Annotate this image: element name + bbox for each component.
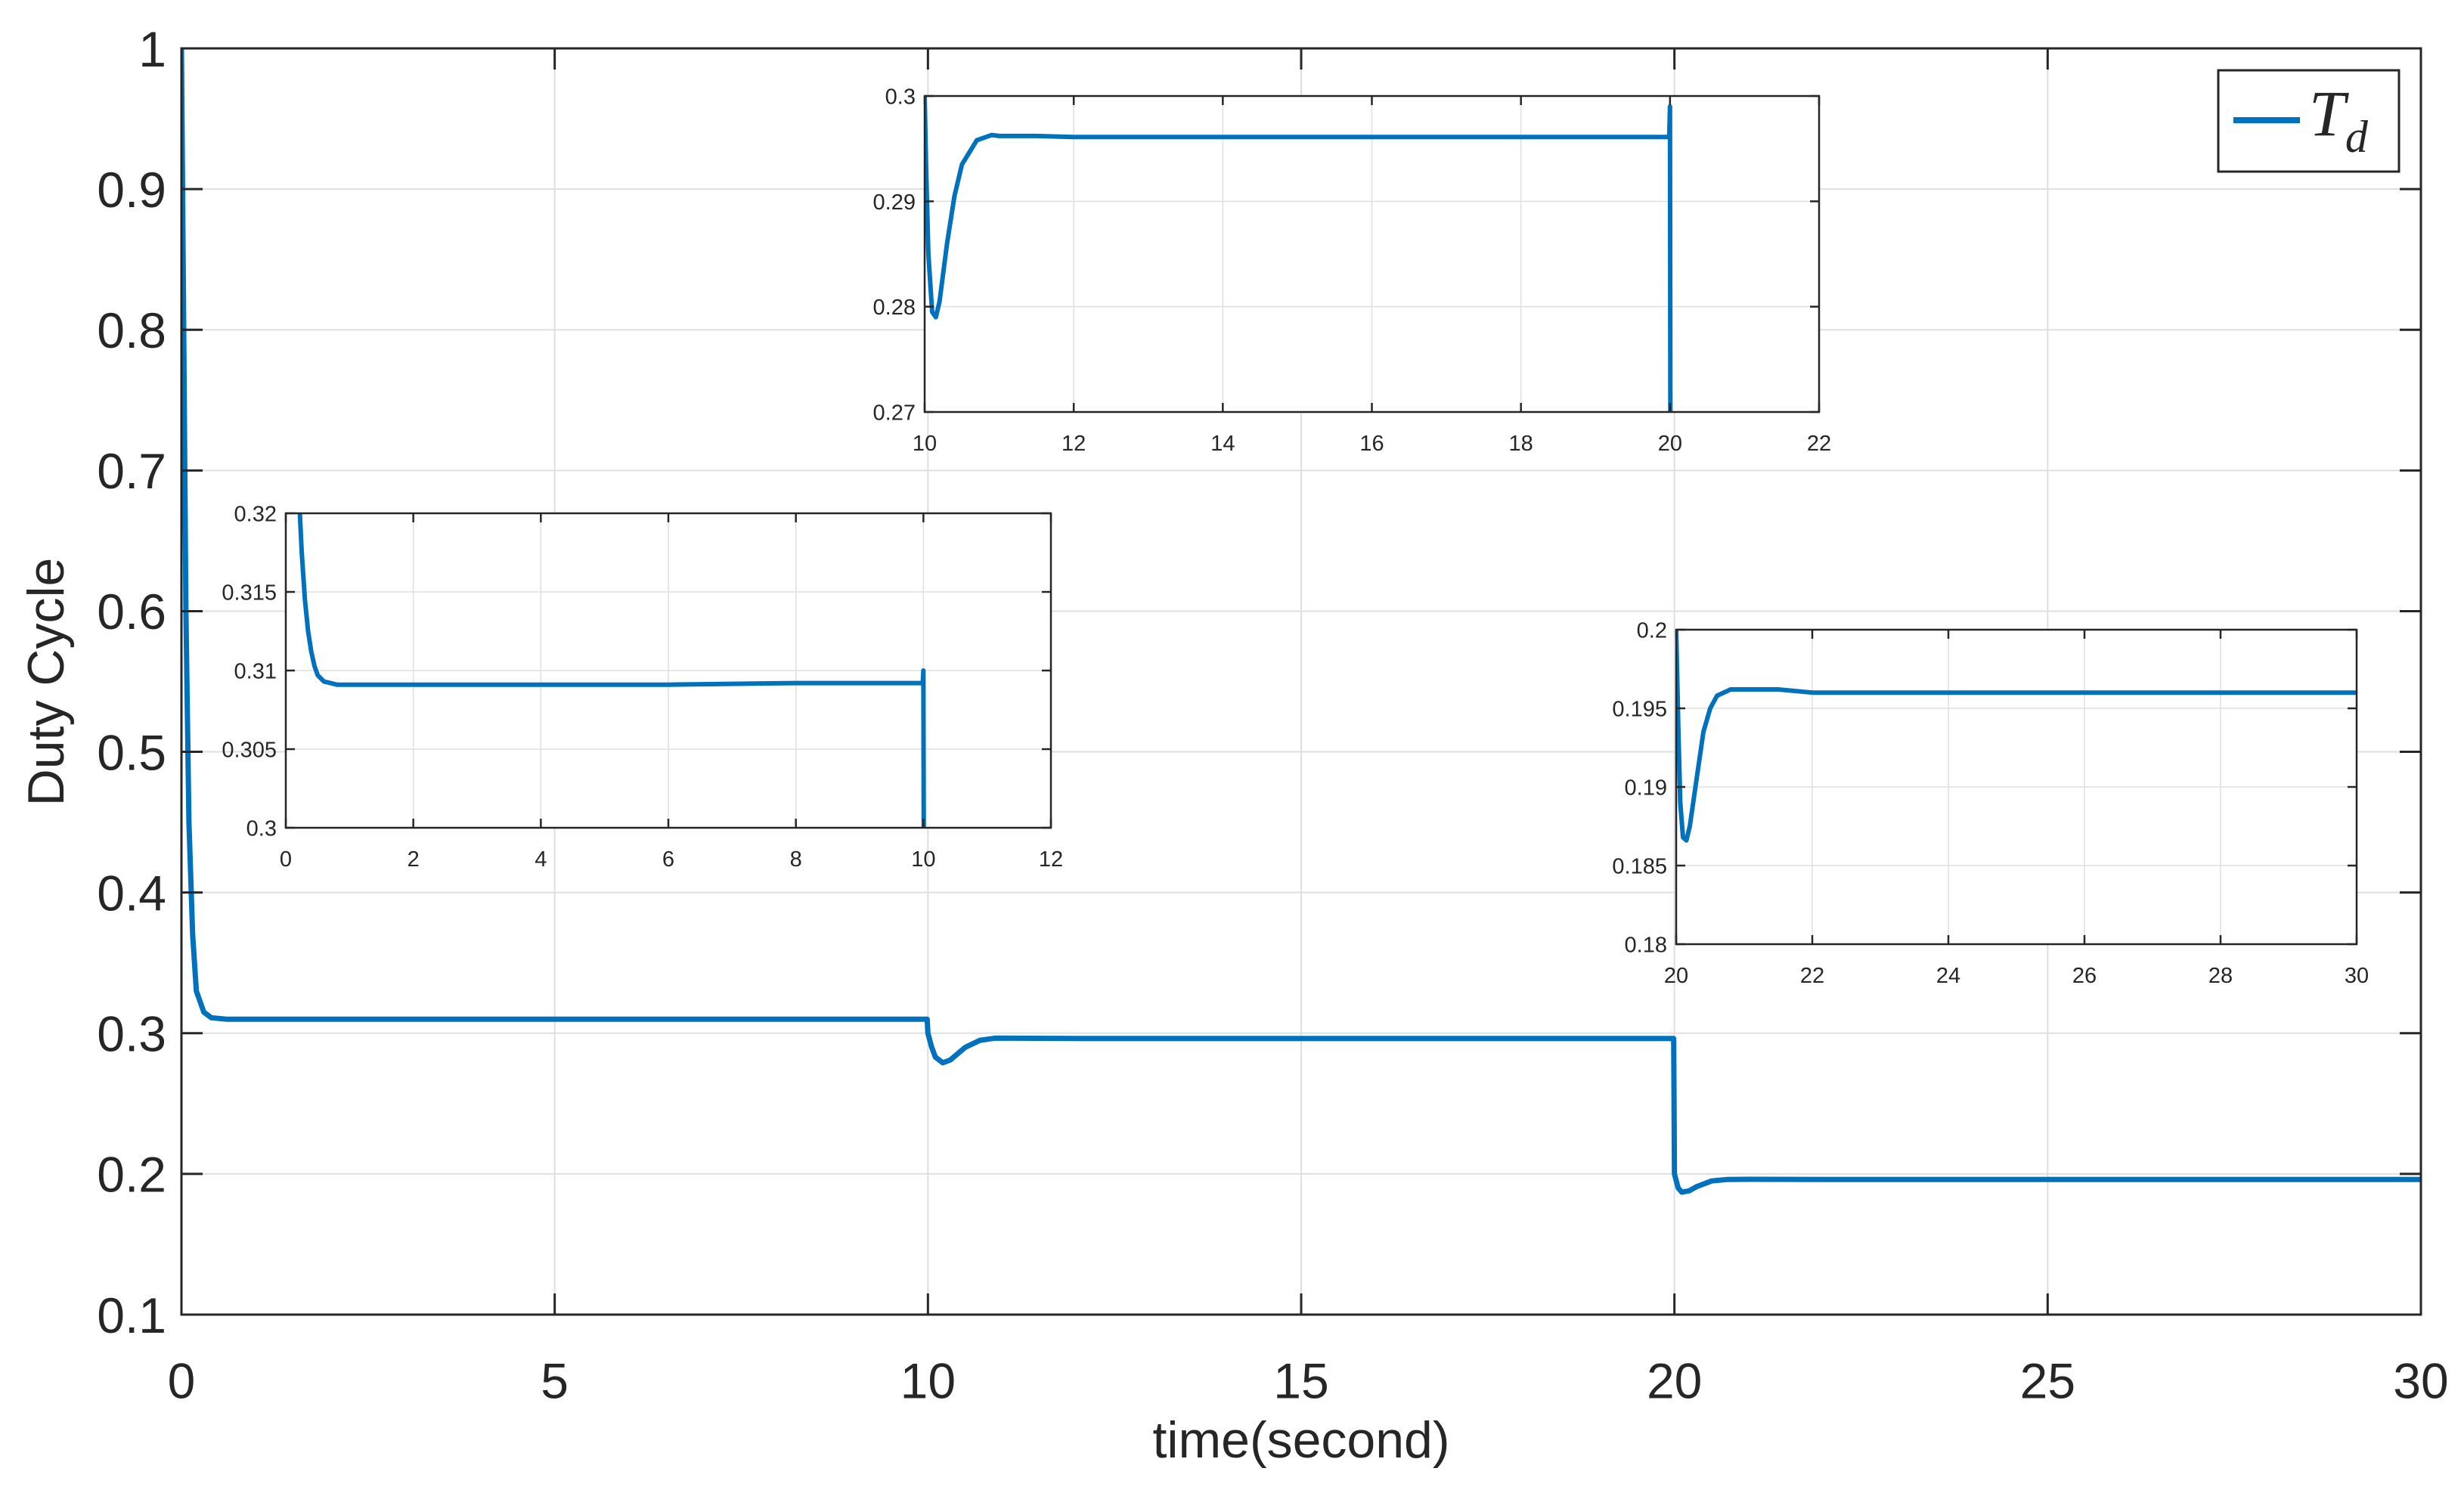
main-y-tick-label: 0.6 bbox=[97, 584, 166, 640]
main-y-tick-label: 0.9 bbox=[97, 162, 166, 218]
inset-right-y-tick-label: 0.185 bbox=[1612, 854, 1667, 878]
inset-left-x-tick-label: 4 bbox=[535, 847, 547, 872]
inset-left-x-tick-label: 6 bbox=[662, 847, 674, 872]
inset-left-y-tick-label: 0.305 bbox=[222, 738, 277, 762]
inset-top-y-tick-label: 0.27 bbox=[873, 401, 916, 425]
inset-top-series-line bbox=[925, 96, 1673, 412]
inset-left-lines bbox=[297, 513, 926, 828]
inset-left-x-tick-label: 10 bbox=[911, 847, 935, 872]
inset-top-x-tick-label: 20 bbox=[1658, 432, 1682, 456]
inset-right-y-tick-label: 0.195 bbox=[1612, 697, 1667, 721]
inset-right-ticks bbox=[1675, 628, 2358, 946]
inset-right-x-tick-label: 30 bbox=[2345, 964, 2369, 988]
inset-left-y-tick-label: 0.32 bbox=[234, 502, 277, 526]
inset-top-x-tick-label: 16 bbox=[1359, 432, 1384, 456]
inset-left-y-tick-label: 0.31 bbox=[234, 659, 277, 683]
inset-top-x-tick-label: 22 bbox=[1807, 432, 1831, 456]
inset-right-series-line bbox=[1676, 630, 2357, 843]
inset-top-x-tick-label: 12 bbox=[1062, 432, 1086, 456]
main-y-tick-label: 0.2 bbox=[97, 1147, 166, 1203]
y-axis-label: Duty Cycle bbox=[17, 558, 75, 807]
inset-right-x-tick-label: 28 bbox=[2208, 964, 2233, 988]
legend: Td bbox=[2217, 69, 2400, 173]
inset-top-ticks bbox=[923, 94, 1821, 414]
x-axis-label: time(second) bbox=[1152, 1411, 1449, 1469]
main-y-tick-label: 0.5 bbox=[97, 724, 166, 780]
inset-top-x-tick-label: 18 bbox=[1509, 432, 1533, 456]
inset-top-lines bbox=[925, 96, 1673, 412]
inset-left-tick-labels: 0 2 4 6 8 10 12 0.3 0.305 0.31 0.315 0.32 bbox=[222, 502, 1063, 872]
legend-subscript: d bbox=[2345, 112, 2369, 162]
inset-right-x-tick-label: 24 bbox=[1936, 964, 1960, 988]
inset-top-chart: 10 12 14 16 18 20 22 0.27 0.28 0.29 0.3 bbox=[873, 85, 1832, 456]
main-y-tick-label: 0.8 bbox=[97, 302, 166, 358]
main-x-tick-label: 0 bbox=[168, 1352, 196, 1408]
inset-right-tick-labels: 20 22 24 26 28 30 0.18 0.185 0.19 0.195 0.2 bbox=[1612, 618, 2369, 988]
inset-right-y-tick-label: 0.18 bbox=[1625, 933, 1667, 957]
inset-right-x-tick-label: 20 bbox=[1664, 964, 1688, 988]
main-x-tick-label: 20 bbox=[1647, 1352, 1702, 1408]
inset-left-series-line bbox=[297, 513, 926, 828]
main-y-tick-label: 0.3 bbox=[97, 1006, 166, 1062]
inset-left-chart: 0 2 4 6 8 10 12 0.3 0.305 0.31 0.315 0.32 bbox=[222, 502, 1063, 872]
inset-left-x-tick-label: 12 bbox=[1039, 847, 1063, 872]
legend-symbol: T bbox=[2309, 77, 2349, 150]
inset-left-x-tick-label: 0 bbox=[280, 847, 292, 872]
main-series-line bbox=[181, 48, 2421, 1195]
main-x-tick-label: 25 bbox=[2020, 1352, 2075, 1408]
main-ticks bbox=[180, 47, 2422, 1316]
main-x-tick-label: 10 bbox=[900, 1352, 956, 1408]
main-x-tick-label: 5 bbox=[541, 1352, 569, 1408]
inset-top-y-tick-label: 0.3 bbox=[885, 85, 916, 109]
main-x-tick-label: 15 bbox=[1273, 1352, 1328, 1408]
legend-entry-label: Td bbox=[2309, 77, 2369, 162]
inset-top-tick-labels: 10 12 14 16 18 20 22 0.27 0.28 0.29 0.3 bbox=[873, 85, 1832, 456]
main-tick-labels: 0 5 10 15 20 25 300.10.20.30.40.50.60.70.80.91 bbox=[97, 21, 2448, 1409]
inset-left-x-tick-label: 8 bbox=[790, 847, 802, 872]
inset-top-x-tick-label: 10 bbox=[913, 432, 937, 456]
inset-left-ticks bbox=[284, 512, 1052, 829]
main-y-tick-label: 0.1 bbox=[97, 1287, 166, 1343]
inset-right-y-tick-label: 0.19 bbox=[1625, 776, 1667, 800]
inset-left-y-tick-label: 0.315 bbox=[222, 581, 277, 605]
inset-right-y-tick-label: 0.2 bbox=[1637, 618, 1667, 643]
inset-top-x-tick-label: 14 bbox=[1210, 432, 1235, 456]
inset-right-x-tick-label: 26 bbox=[2072, 964, 2097, 988]
inset-left-y-tick-label: 0.3 bbox=[246, 816, 277, 841]
main-x-tick-label: 30 bbox=[2393, 1352, 2448, 1408]
main-lines bbox=[181, 48, 2421, 1195]
inset-top-y-tick-label: 0.29 bbox=[873, 190, 916, 215]
inset-right-lines bbox=[1676, 630, 2357, 843]
main-y-tick-label: 1 bbox=[138, 21, 166, 77]
inset-right-grid bbox=[1676, 630, 2357, 944]
inset-left-x-tick-label: 2 bbox=[408, 847, 420, 872]
inset-right-chart: 20 22 24 26 28 30 0.18 0.185 0.19 0.195 0.2 bbox=[1612, 618, 2369, 988]
inset-right-x-tick-label: 22 bbox=[1800, 964, 1824, 988]
main-y-tick-label: 0.4 bbox=[97, 865, 166, 921]
inset-top-y-tick-label: 0.28 bbox=[873, 296, 916, 320]
main-y-tick-label: 0.7 bbox=[97, 443, 166, 499]
